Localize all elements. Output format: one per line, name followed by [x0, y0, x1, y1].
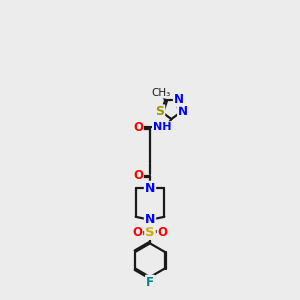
Text: N: N [145, 213, 155, 226]
Text: F: F [146, 276, 154, 289]
Text: CH₃: CH₃ [151, 88, 170, 98]
Text: S: S [155, 105, 164, 118]
Text: O: O [133, 169, 143, 182]
Text: N: N [145, 182, 155, 195]
Text: O: O [132, 226, 142, 239]
Text: NH: NH [153, 122, 171, 132]
Text: O: O [158, 226, 168, 239]
Text: N: N [178, 105, 188, 118]
Text: O: O [133, 121, 143, 134]
Text: S: S [145, 226, 155, 239]
Text: N: N [174, 93, 184, 106]
